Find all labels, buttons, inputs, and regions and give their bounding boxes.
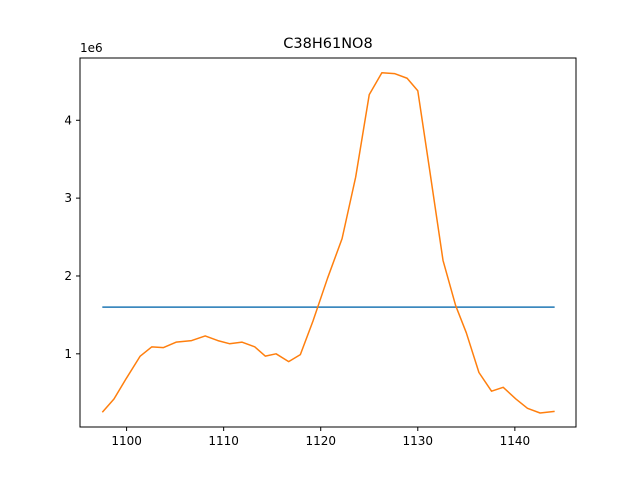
y-tick-label-0: 1 (64, 347, 72, 361)
x-tick-label-3: 1130 (403, 434, 434, 448)
y-tick-label-3: 4 (64, 113, 72, 127)
x-tick-label-4: 1140 (500, 434, 531, 448)
y-tick-label-2: 3 (64, 191, 72, 205)
series-line-2 (101, 72, 555, 414)
x-tick-label-0: 1100 (111, 434, 142, 448)
series-layer (101, 72, 555, 414)
chart-title: C38H61NO8 (283, 36, 372, 52)
x-tick-label-1: 1110 (208, 434, 239, 448)
y-tick-label-1: 2 (64, 269, 72, 283)
y-offset-label: 1e6 (80, 41, 103, 55)
ticks-layer: 1100 1110 1120 1130 1140 1 2 3 4 (64, 113, 530, 448)
x-tick-label-2: 1120 (305, 434, 336, 448)
plot-frame (79, 57, 577, 428)
